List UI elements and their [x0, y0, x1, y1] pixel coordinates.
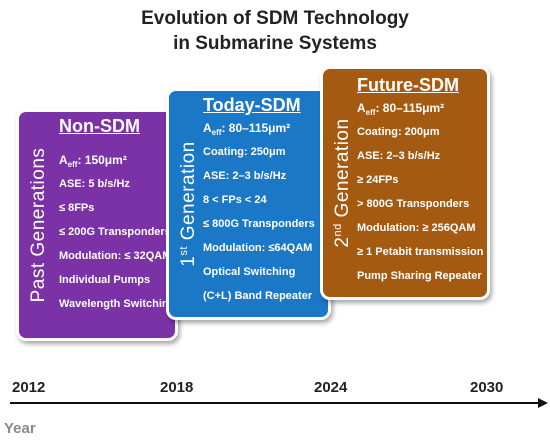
non-sdm-title: Non-SDM [59, 116, 140, 136]
future-sdm-aeff: Aeff: 80–115μm² [357, 101, 445, 118]
non-sdm-card: Past Generations Non-SDM Aeff: 150μm² AS… [16, 109, 178, 341]
future-sdm-title: Future-SDM [357, 75, 459, 95]
second-generation-label: 2nd Generation [331, 118, 354, 248]
past-generations-side: Past Generations [21, 112, 57, 338]
today-sdm-aeff: Aeff: 80–115μm² [203, 121, 291, 138]
today-sdm-item: ASE: 2–3 b/s/Hz [203, 170, 287, 182]
first-generation-side: 1st Generation [171, 91, 207, 317]
today-sdm-item: ≤ 800G Transponders [203, 218, 315, 230]
diagram-title: Evolution of SDM Technology in Submarine… [0, 6, 550, 56]
non-sdm-aeff: Aeff: 150μm² [59, 153, 127, 170]
year-tick-label: 2012 [12, 379, 46, 396]
first-generation-label: 1st Generation [177, 141, 200, 267]
axis-label-year: Year [4, 420, 36, 437]
future-sdm-item: Modulation: ≥ 256QAM [357, 222, 476, 234]
today-sdm-features: Aeff: 80–115μm² Coating: 250μm ASE: 2–3 … [203, 116, 324, 308]
title-line-2: in Submarine Systems [173, 33, 377, 54]
year-tick-label: 2030 [470, 379, 504, 396]
past-generations-label: Past Generations [28, 147, 49, 303]
second-generation-side: 2nd Generation [325, 69, 361, 297]
future-sdm-item: Coating: 200μm [357, 126, 440, 138]
today-sdm-item: Modulation: ≤64QAM [203, 242, 313, 254]
timeline-axis-arrow [10, 398, 548, 408]
non-sdm-item: ASE: 5 b/s/Hz [59, 178, 130, 190]
future-sdm-item: ≥ 24FPs [357, 174, 399, 186]
today-sdm-title: Today-SDM [203, 95, 301, 115]
today-sdm-item: Optical Switching [203, 266, 296, 278]
today-sdm-item: 8 < FPs < 24 [203, 194, 267, 206]
non-sdm-item: ≤ 8FPs [59, 202, 95, 214]
non-sdm-item: Individual Pumps [59, 274, 151, 286]
future-sdm-item: Pump Sharing Repeater [357, 270, 482, 282]
title-line-1: Evolution of SDM Technology [141, 8, 409, 29]
future-sdm-features: Aeff: 80–115μm² Coating: 200μm ASE: 2–3 … [357, 96, 483, 288]
future-sdm-item: ASE: 2–3 b/s/Hz [357, 150, 441, 162]
future-sdm-card: 2nd Generation Future-SDM Aeff: 80–115μm… [320, 66, 490, 300]
year-tick-label: 2024 [314, 379, 348, 396]
today-sdm-item: Coating: 250μm [203, 146, 286, 158]
non-sdm-item: ≤ 200G Transponders [59, 226, 171, 238]
non-sdm-item: Wavelength Switching [59, 298, 176, 310]
today-sdm-item: (C+L) Band Repeater [203, 290, 313, 302]
arrowhead-icon [538, 398, 548, 408]
non-sdm-features: Aeff: 150μm² ASE: 5 b/s/Hz ≤ 8FPs ≤ 200G… [59, 148, 176, 316]
year-tick-label: 2018 [160, 379, 194, 396]
future-sdm-item: > 800G Transponders [357, 198, 470, 210]
non-sdm-item: Modulation: ≤ 32QAM [59, 250, 172, 262]
future-sdm-item: ≥ 1 Petabit transmission [357, 246, 484, 258]
today-sdm-card: 1st Generation Today-SDM Aeff: 80–115μm²… [166, 88, 331, 320]
